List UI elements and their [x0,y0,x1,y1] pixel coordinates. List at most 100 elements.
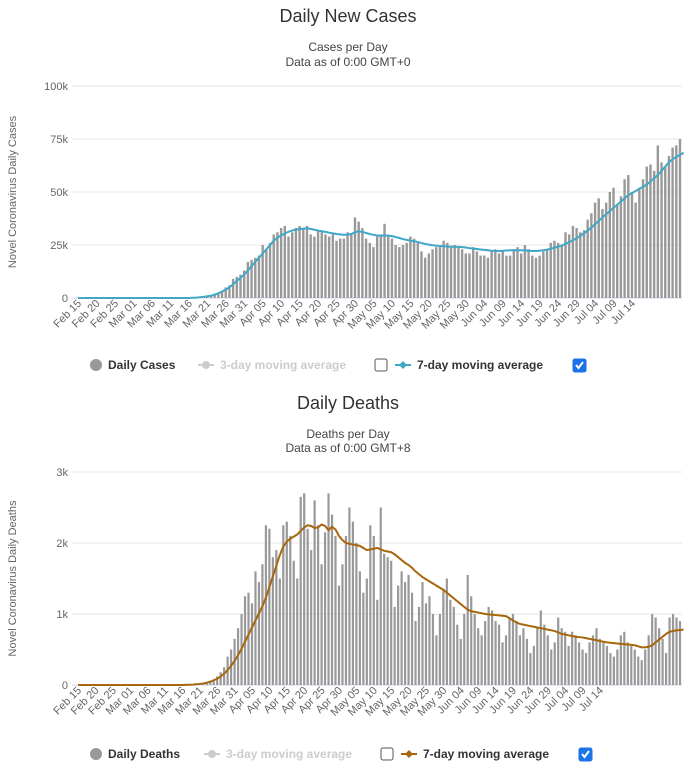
bar [220,290,224,298]
legend-symbol-marker [208,750,216,758]
bar [372,247,375,298]
bar [483,255,486,298]
bar [313,236,316,298]
bar [654,617,657,685]
bar [285,521,288,685]
bar [449,247,453,298]
bar [209,295,213,298]
chart-subtitle-line: Data as of 0:00 GMT+8 [285,441,410,455]
legend-item-7day[interactable]: 7-day moving average [401,747,549,761]
y-tick-label: 1k [56,609,68,621]
legend-item-7day[interactable]: 7-day moving average [395,358,543,372]
bar [457,247,460,298]
bar [335,240,338,298]
legend-item-3day[interactable]: 3-day moving average [204,747,352,761]
bar [219,672,222,685]
bar [254,257,257,298]
legend-checkbox-3day[interactable] [380,747,394,761]
legend-item-bars[interactable]: Daily Deaths [90,747,180,761]
bar [516,247,519,298]
bar [387,236,390,298]
legend-item-bars[interactable]: Daily Cases [90,358,176,372]
bar [435,635,438,685]
bar [424,603,428,685]
bar [656,145,660,298]
bar [316,230,320,298]
legend-label: 7-day moving average [417,358,543,372]
bar [581,649,584,685]
bar [468,253,471,298]
bar [417,606,421,685]
bar [362,592,365,685]
bar [475,251,479,298]
legend-item-3day[interactable]: 3-day moving average [198,358,346,372]
bar [337,585,341,685]
y-tick-label: 3k [56,467,68,479]
bar [579,232,582,298]
chart-subtitle-line: Data as of 0:00 GMT+0 [285,55,410,69]
bar [323,532,327,685]
bar [538,255,541,298]
bar [350,234,353,298]
y-tick-label: 0 [62,680,68,692]
bar [449,599,452,685]
bar [608,192,612,298]
bar [309,234,312,298]
bar [212,679,215,685]
bar [209,681,212,685]
bar [305,225,309,298]
y-tick-label: 25k [50,240,68,252]
bar [638,187,641,298]
legend-symbol-marker [405,750,413,758]
bar [612,656,615,685]
legend-checkbox-7day[interactable] [572,358,587,373]
bar [560,245,564,298]
bar [247,592,250,685]
bar [416,242,419,298]
bar [546,635,549,685]
bar [223,667,226,685]
bar [231,278,235,298]
bar [612,187,615,298]
bar [276,232,279,298]
bar [261,245,264,298]
bar [394,245,397,298]
bar [278,578,281,685]
bar [390,238,394,298]
bar [317,525,320,685]
legend-label: 3-day moving average [226,747,352,761]
bar [306,528,309,685]
bar [678,621,682,685]
bar [525,638,528,685]
legend-checkbox-7day[interactable] [578,747,593,762]
bar [508,255,512,298]
bar [261,564,264,685]
bar [539,610,542,685]
bar [205,682,208,685]
legend-checkbox-3day[interactable] [374,358,388,372]
bar [564,232,567,298]
bar [609,653,612,685]
bar [224,287,227,298]
bar [324,234,327,298]
bar [460,249,464,298]
bar [649,164,652,298]
bar [228,285,231,298]
moving-average-line [78,151,685,299]
bar [536,628,539,685]
bar [344,535,348,685]
bar [456,624,459,685]
bar [283,225,287,298]
bar [586,219,589,298]
bar [671,147,674,298]
bar [246,261,250,298]
bar [435,247,438,298]
bar [619,196,623,298]
bar [523,245,527,298]
bar [571,631,574,685]
bar [445,578,448,685]
bar [330,514,334,685]
bar [671,614,675,685]
bar [348,507,351,685]
bar [494,621,497,685]
